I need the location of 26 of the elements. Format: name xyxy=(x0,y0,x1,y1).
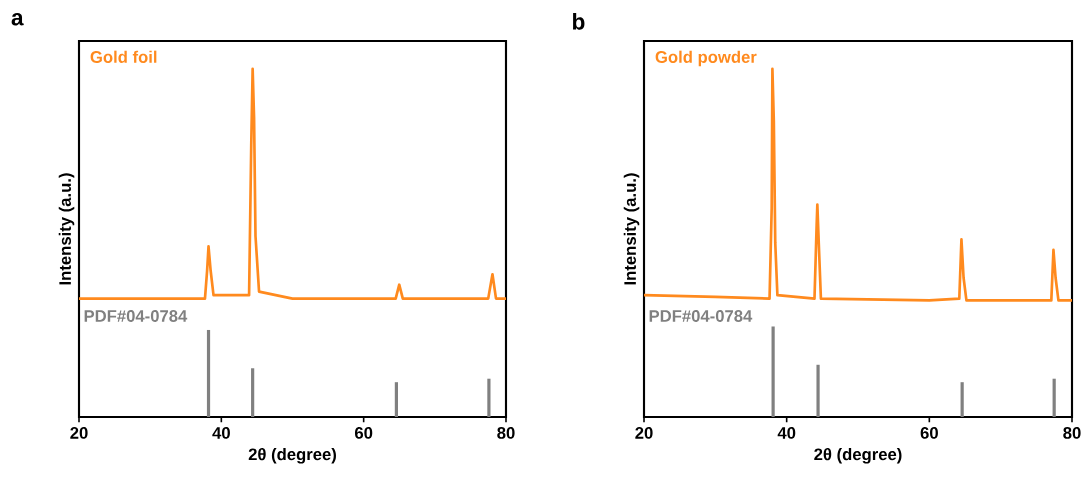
x-tick-label: 20 xyxy=(70,427,88,439)
chart-title: b xyxy=(573,13,585,30)
bar xyxy=(960,382,964,417)
x-tick-label: 80 xyxy=(1063,427,1081,439)
bar xyxy=(771,326,775,417)
x-tick-label: 60 xyxy=(355,427,373,439)
bar xyxy=(206,329,211,417)
bar xyxy=(487,378,491,417)
bar xyxy=(251,368,255,417)
x-axis-title: 2θ (degree) xyxy=(248,447,336,464)
x-tick-label: 20 xyxy=(635,427,653,439)
x-tick-label: 80 xyxy=(497,427,515,439)
bar xyxy=(394,382,398,417)
chart-title: a xyxy=(11,13,24,26)
text: Gold foil xyxy=(90,50,157,63)
x-tick-label: 40 xyxy=(777,427,796,439)
series-label: Gold powder xyxy=(655,50,757,67)
bar xyxy=(816,364,820,417)
x-tick-label: 40 xyxy=(212,427,230,439)
y-axis-title: Intensity (a.u.) xyxy=(623,173,640,285)
x-axis-title: 2θ (degree) xyxy=(814,447,902,464)
series-label: PDF#04-0784 xyxy=(84,310,188,322)
x-tick-label: 60 xyxy=(920,427,938,439)
series-label: PDF#04-0784 xyxy=(649,310,753,322)
y-axis-title: Intensity (a.u.) xyxy=(58,173,75,285)
bar xyxy=(1052,378,1056,417)
